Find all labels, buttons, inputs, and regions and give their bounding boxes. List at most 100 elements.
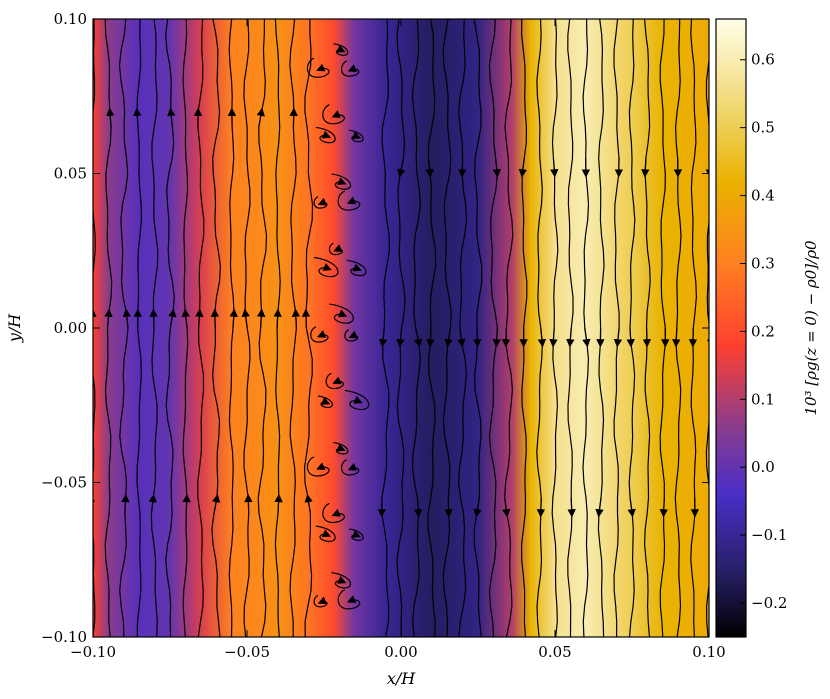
colorbar-tick-label: −0.1 <box>751 526 787 544</box>
streamline-arrow <box>413 327 423 348</box>
streamline-vortex <box>344 389 370 411</box>
streamline-vortex <box>331 572 351 589</box>
streamline-arrow <box>149 308 158 329</box>
streamline-arrow <box>426 327 435 348</box>
streamline-arrow <box>167 107 176 128</box>
streamline-arrow <box>182 493 191 514</box>
streamline-arrow <box>397 157 406 178</box>
streamline-arrow <box>396 327 405 348</box>
y-tick-label: 0.00 <box>54 319 87 337</box>
streamline-vortex <box>310 326 329 343</box>
streamline-vortex <box>337 190 361 211</box>
streamline-arrow <box>492 158 501 178</box>
streamline-vortex <box>313 256 339 278</box>
streamline-vortex <box>344 329 359 342</box>
streamline-vortex <box>340 459 360 476</box>
streamline-vortex <box>348 129 364 143</box>
streamline-arrow <box>256 107 265 128</box>
streamline-arrow <box>444 327 453 348</box>
colorbar-title: 10³ [ρg(z = 0) − ρ0]/ρ0 <box>802 240 820 416</box>
streamline-vortex <box>340 60 360 77</box>
streamline-arrow <box>195 308 204 329</box>
x-tick-label: −0.05 <box>224 643 270 661</box>
y-tick-label: −0.05 <box>41 474 87 492</box>
colorbar-tick-label: 0.6 <box>751 51 775 69</box>
streamline-arrow <box>211 493 221 514</box>
streamline-vortex <box>306 57 330 78</box>
streamline-vortex <box>346 259 367 277</box>
x-axis: −0.10 −0.05 0.00 0.05 0.10 <box>70 19 726 661</box>
streamline-arrow <box>549 327 558 348</box>
streamline-vortex <box>306 456 330 477</box>
streamline-arrow <box>304 493 313 514</box>
streamline-arrow <box>241 308 250 329</box>
y-tick-label: 0.10 <box>54 10 87 28</box>
streamline-arrow <box>502 497 511 518</box>
streamline-vortex <box>337 589 361 610</box>
streamline-arrow <box>273 308 282 329</box>
streamline-arrow <box>106 107 115 128</box>
streamline-vortex <box>322 104 345 125</box>
streamline-vortex <box>313 594 328 608</box>
x-tick-label: 0.10 <box>692 643 725 661</box>
colorbar-tick-label: 0.0 <box>751 458 775 476</box>
colorbar-scale <box>715 18 747 638</box>
y-tick-label: 0.05 <box>54 165 87 183</box>
colorbar-ticks: −0.2 −0.1 0.0 0.1 0.2 0.3 0.4 0.5 0.6 <box>740 51 787 612</box>
y-axis: −0.10 −0.05 0.00 0.05 0.10 <box>41 10 709 646</box>
streamline-arrow <box>706 338 709 348</box>
x-tick-label: −0.10 <box>70 643 116 661</box>
x-axis-title: x/H <box>387 669 416 688</box>
streamline-vortex <box>322 502 345 524</box>
streamline-arrow <box>473 327 482 348</box>
streamline-arrow <box>627 497 636 518</box>
streamline-arrow <box>425 158 434 178</box>
streamline-arrow <box>473 497 482 518</box>
streamline-arrow <box>501 327 511 348</box>
streamline-arrow <box>537 327 547 348</box>
streamline-vortex <box>348 528 364 541</box>
streamline-arrow <box>148 493 157 514</box>
streamline-vortex <box>325 372 344 390</box>
streamline-arrow <box>181 308 190 329</box>
streamline-arrow <box>257 308 266 329</box>
y-tick-label: −0.10 <box>41 628 87 646</box>
streamline-arrow <box>672 327 681 348</box>
streamline-vortex <box>328 242 343 256</box>
streamline-arrow <box>641 158 650 178</box>
colorbar-tick-label: −0.2 <box>751 594 787 612</box>
x-tick-label: 0.05 <box>538 643 571 661</box>
streamline-vortex <box>317 395 333 409</box>
streamline-arrow <box>550 158 559 178</box>
streamline-arrow <box>168 308 177 329</box>
streamline-arrow <box>121 493 130 514</box>
streamline-arrow <box>414 497 423 518</box>
colorbar-tick-label: 0.1 <box>751 390 775 408</box>
colorbar-tick-label: 0.3 <box>751 254 775 272</box>
streamline-vortex <box>315 126 336 144</box>
colorbar-tick-label: 0.5 <box>751 119 775 137</box>
colorbar-tick-label: 0.2 <box>751 322 775 340</box>
streamline-arrow <box>122 308 132 329</box>
streamline-vortex <box>315 525 336 543</box>
streamline-vortex <box>333 441 349 455</box>
streamline-arrow <box>133 107 142 128</box>
y-axis-title: y/H <box>5 313 24 343</box>
streamline-arrow <box>229 308 238 329</box>
streamline-arrow <box>613 327 623 348</box>
streamline-arrow <box>291 308 301 329</box>
streamline-arrow <box>567 497 576 518</box>
streamline-vortex <box>333 43 349 56</box>
streamline-arrow <box>626 327 635 348</box>
heatmap-plot: −0.10 −0.05 0.00 0.05 0.10 −0.10 −0.05 0.00 0.0… <box>5 10 726 688</box>
streamline-vortex <box>313 196 328 209</box>
streamline-arrow <box>492 327 501 348</box>
colorbar-tick-label: 0.4 <box>751 187 775 205</box>
streamline-arrow <box>104 308 113 329</box>
colorbar: −0.2 −0.1 0.0 0.1 0.2 0.3 0.4 0.5 0.6 10³ [ρg(z … <box>715 18 820 638</box>
streamline-arrow <box>518 158 528 178</box>
streamline-arrow <box>582 327 591 348</box>
streamline-arrow <box>457 327 466 348</box>
streamline-arrow <box>595 497 604 518</box>
